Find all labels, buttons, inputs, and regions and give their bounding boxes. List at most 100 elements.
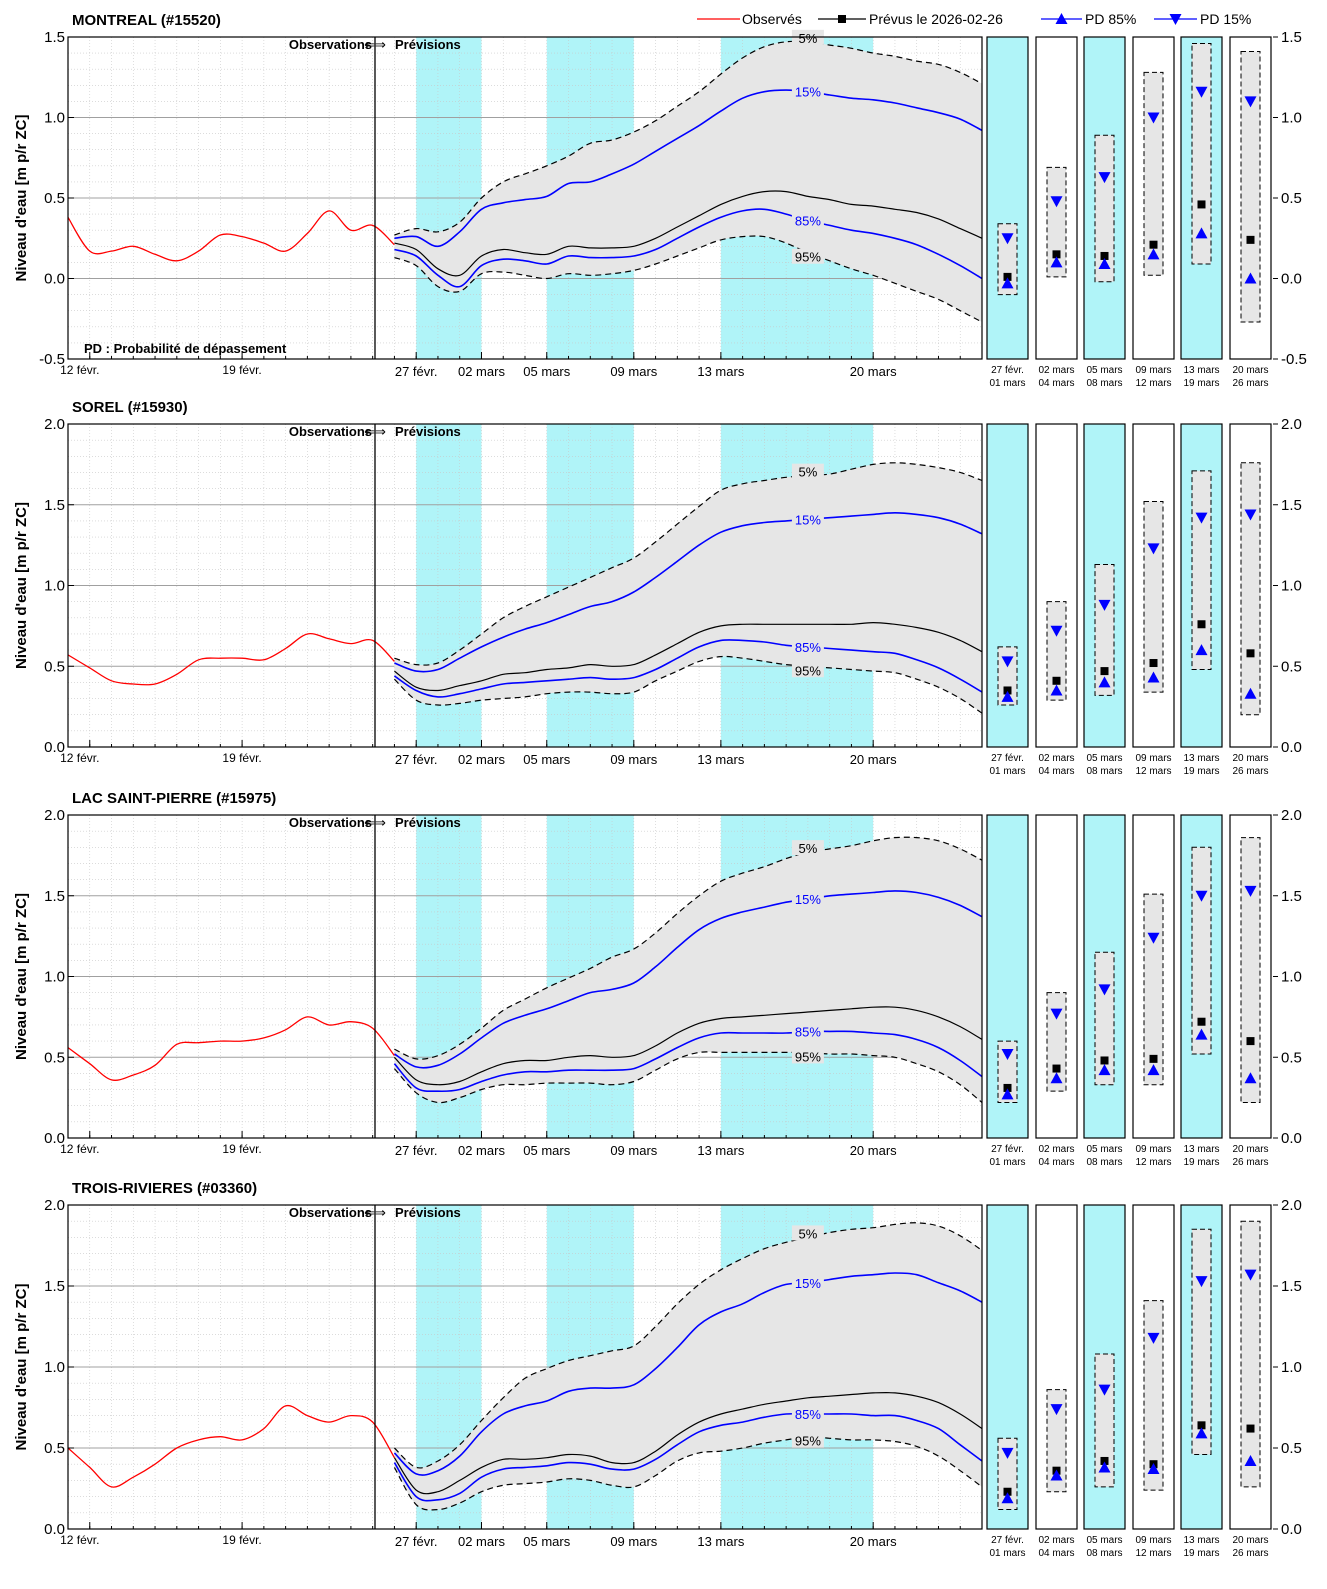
period-range-box <box>1240 837 1261 1103</box>
x-tick-label: 02 mars <box>458 752 505 767</box>
period-box-frame <box>1180 423 1223 748</box>
period-end-label: 19 mars <box>1183 378 1219 389</box>
period-pd15-marker <box>1244 96 1257 108</box>
series-label-bg <box>791 890 824 906</box>
arrow-label: ⇐⇒ <box>364 1205 386 1220</box>
x-tick-label: 09 mars <box>610 752 657 767</box>
period-pd15-marker <box>1195 1276 1208 1288</box>
period-start-label: 13 mars <box>1183 365 1219 376</box>
series-label-bg <box>791 1225 824 1241</box>
pd15-line <box>394 511 982 673</box>
series-label-bg <box>791 1048 824 1064</box>
series-label: 5% <box>799 841 818 856</box>
x-tick-label: 12 févr. <box>60 1142 99 1156</box>
period-box: 20 mars 26 mars <box>1229 36 1272 389</box>
period-pd85-marker <box>1195 1427 1208 1439</box>
forecast-line <box>393 1392 982 1495</box>
period-start-label: 05 mars <box>1086 1144 1122 1155</box>
period-start-label: 02 mars <box>1038 1535 1074 1546</box>
period-box-frame <box>1180 1204 1223 1530</box>
period-pd15-marker <box>1001 1447 1014 1459</box>
observations-label: Observations <box>289 37 372 52</box>
legend-item: PD 15% <box>1154 11 1251 27</box>
period-pd85-marker <box>1001 277 1014 289</box>
period-range-box <box>997 223 1018 296</box>
series-label: 85% <box>795 1024 821 1039</box>
period-box-frame <box>1132 423 1175 748</box>
y-tick-label-right: 0.0 <box>1281 271 1302 288</box>
pd5-line <box>394 836 982 1060</box>
series-label: 5% <box>799 31 818 46</box>
period-forecast-marker <box>1052 676 1061 685</box>
period-box: 27 févr. 01 mars <box>986 36 1029 389</box>
period-start-label: 13 mars <box>1183 1535 1219 1546</box>
y-tick-label: 1.0 <box>44 1359 65 1376</box>
period-start-label: 13 mars <box>1183 1144 1219 1155</box>
period-pd85-marker <box>1195 1028 1208 1040</box>
period-forecast-marker <box>1052 1064 1061 1073</box>
period-box-frame <box>1083 814 1126 1139</box>
period-box-frame <box>1229 423 1272 748</box>
period-box: 20 mars 26 mars <box>1229 423 1272 777</box>
period-pd85-marker <box>1001 690 1014 702</box>
x-tick-label: 20 mars <box>850 1143 897 1158</box>
period-end-label: 08 mars <box>1086 766 1122 777</box>
period-pd85-marker <box>1098 1461 1111 1473</box>
period-box: 02 mars 04 mars <box>1035 1204 1078 1559</box>
period-range-box <box>1191 42 1212 265</box>
series-label: 95% <box>795 1049 821 1064</box>
x-tick-label: 19 févr. <box>222 1142 261 1156</box>
series-label: 95% <box>795 1434 821 1449</box>
y-tick-label: 2.0 <box>44 807 65 824</box>
period-end-label: 04 mars <box>1038 1157 1074 1168</box>
y-tick-label: 1.0 <box>44 110 65 127</box>
period-forecast-marker <box>1100 1456 1109 1465</box>
uncertainty-band <box>394 41 982 322</box>
period-pd15-marker <box>1001 656 1014 668</box>
x-tick-label: 27 févr. <box>395 1534 438 1549</box>
period-pd15-marker <box>1147 112 1160 124</box>
period-forecast-marker <box>1003 1083 1012 1092</box>
period-box-shade <box>987 37 1028 359</box>
period-box: 27 févr. 01 mars <box>986 423 1029 777</box>
period-boxes: 27 févr. 01 mars 02 mars 04 mars 05 mars 08 m… <box>986 814 1272 1168</box>
period-box: 09 mars 12 mars <box>1132 423 1175 777</box>
period-box: 13 mars 19 mars <box>1180 36 1223 389</box>
period-forecast-marker <box>1246 1424 1255 1433</box>
plot-content <box>68 1222 982 1511</box>
period-pd85-marker <box>1147 248 1160 260</box>
x-tick-label: 19 févr. <box>222 751 261 765</box>
pd5-line <box>394 40 982 236</box>
period-forecast-marker <box>1197 1017 1206 1026</box>
period-forecast-marker <box>1100 251 1109 260</box>
period-start-label: 05 mars <box>1086 753 1122 764</box>
x-tick-label: 09 mars <box>610 364 657 379</box>
period-pd15-marker <box>1195 512 1208 524</box>
period-box-frame <box>1229 36 1272 360</box>
period-pd85-marker <box>1098 1064 1111 1076</box>
period-box-frame <box>1035 1204 1078 1530</box>
x-tick-label: 13 mars <box>697 364 744 379</box>
period-range-box <box>1191 1228 1212 1455</box>
period-start-label: 09 mars <box>1135 1144 1171 1155</box>
period-box: 20 mars 26 mars <box>1229 1204 1272 1559</box>
station-panel: TROIS-RIVIERES (#03360) 5% 15% 85% 95% Observ… <box>13 1180 1302 1559</box>
period-forecast-marker <box>1149 1054 1158 1063</box>
period-pd15-marker <box>1050 196 1063 208</box>
period-end-label: 01 mars <box>989 766 1025 777</box>
pd95-line <box>393 655 982 714</box>
period-pd15-marker <box>1050 625 1063 637</box>
period-end-label: 04 mars <box>1038 1548 1074 1559</box>
x-tick-label: 12 févr. <box>60 751 99 765</box>
x-tick-label: 12 févr. <box>60 1533 99 1547</box>
series-label: 95% <box>795 250 821 265</box>
period-pd85-marker <box>1050 1072 1063 1084</box>
legend-item: Prévus le 2026-02-26 <box>818 11 1003 27</box>
period-range-box <box>1046 1389 1067 1493</box>
x-tick-label: 13 mars <box>697 1143 744 1158</box>
period-box: 27 févr. 01 mars <box>986 814 1029 1168</box>
observed-line <box>68 633 395 686</box>
forecast-label: Prévisions <box>395 815 461 830</box>
period-box-frame <box>986 36 1029 360</box>
